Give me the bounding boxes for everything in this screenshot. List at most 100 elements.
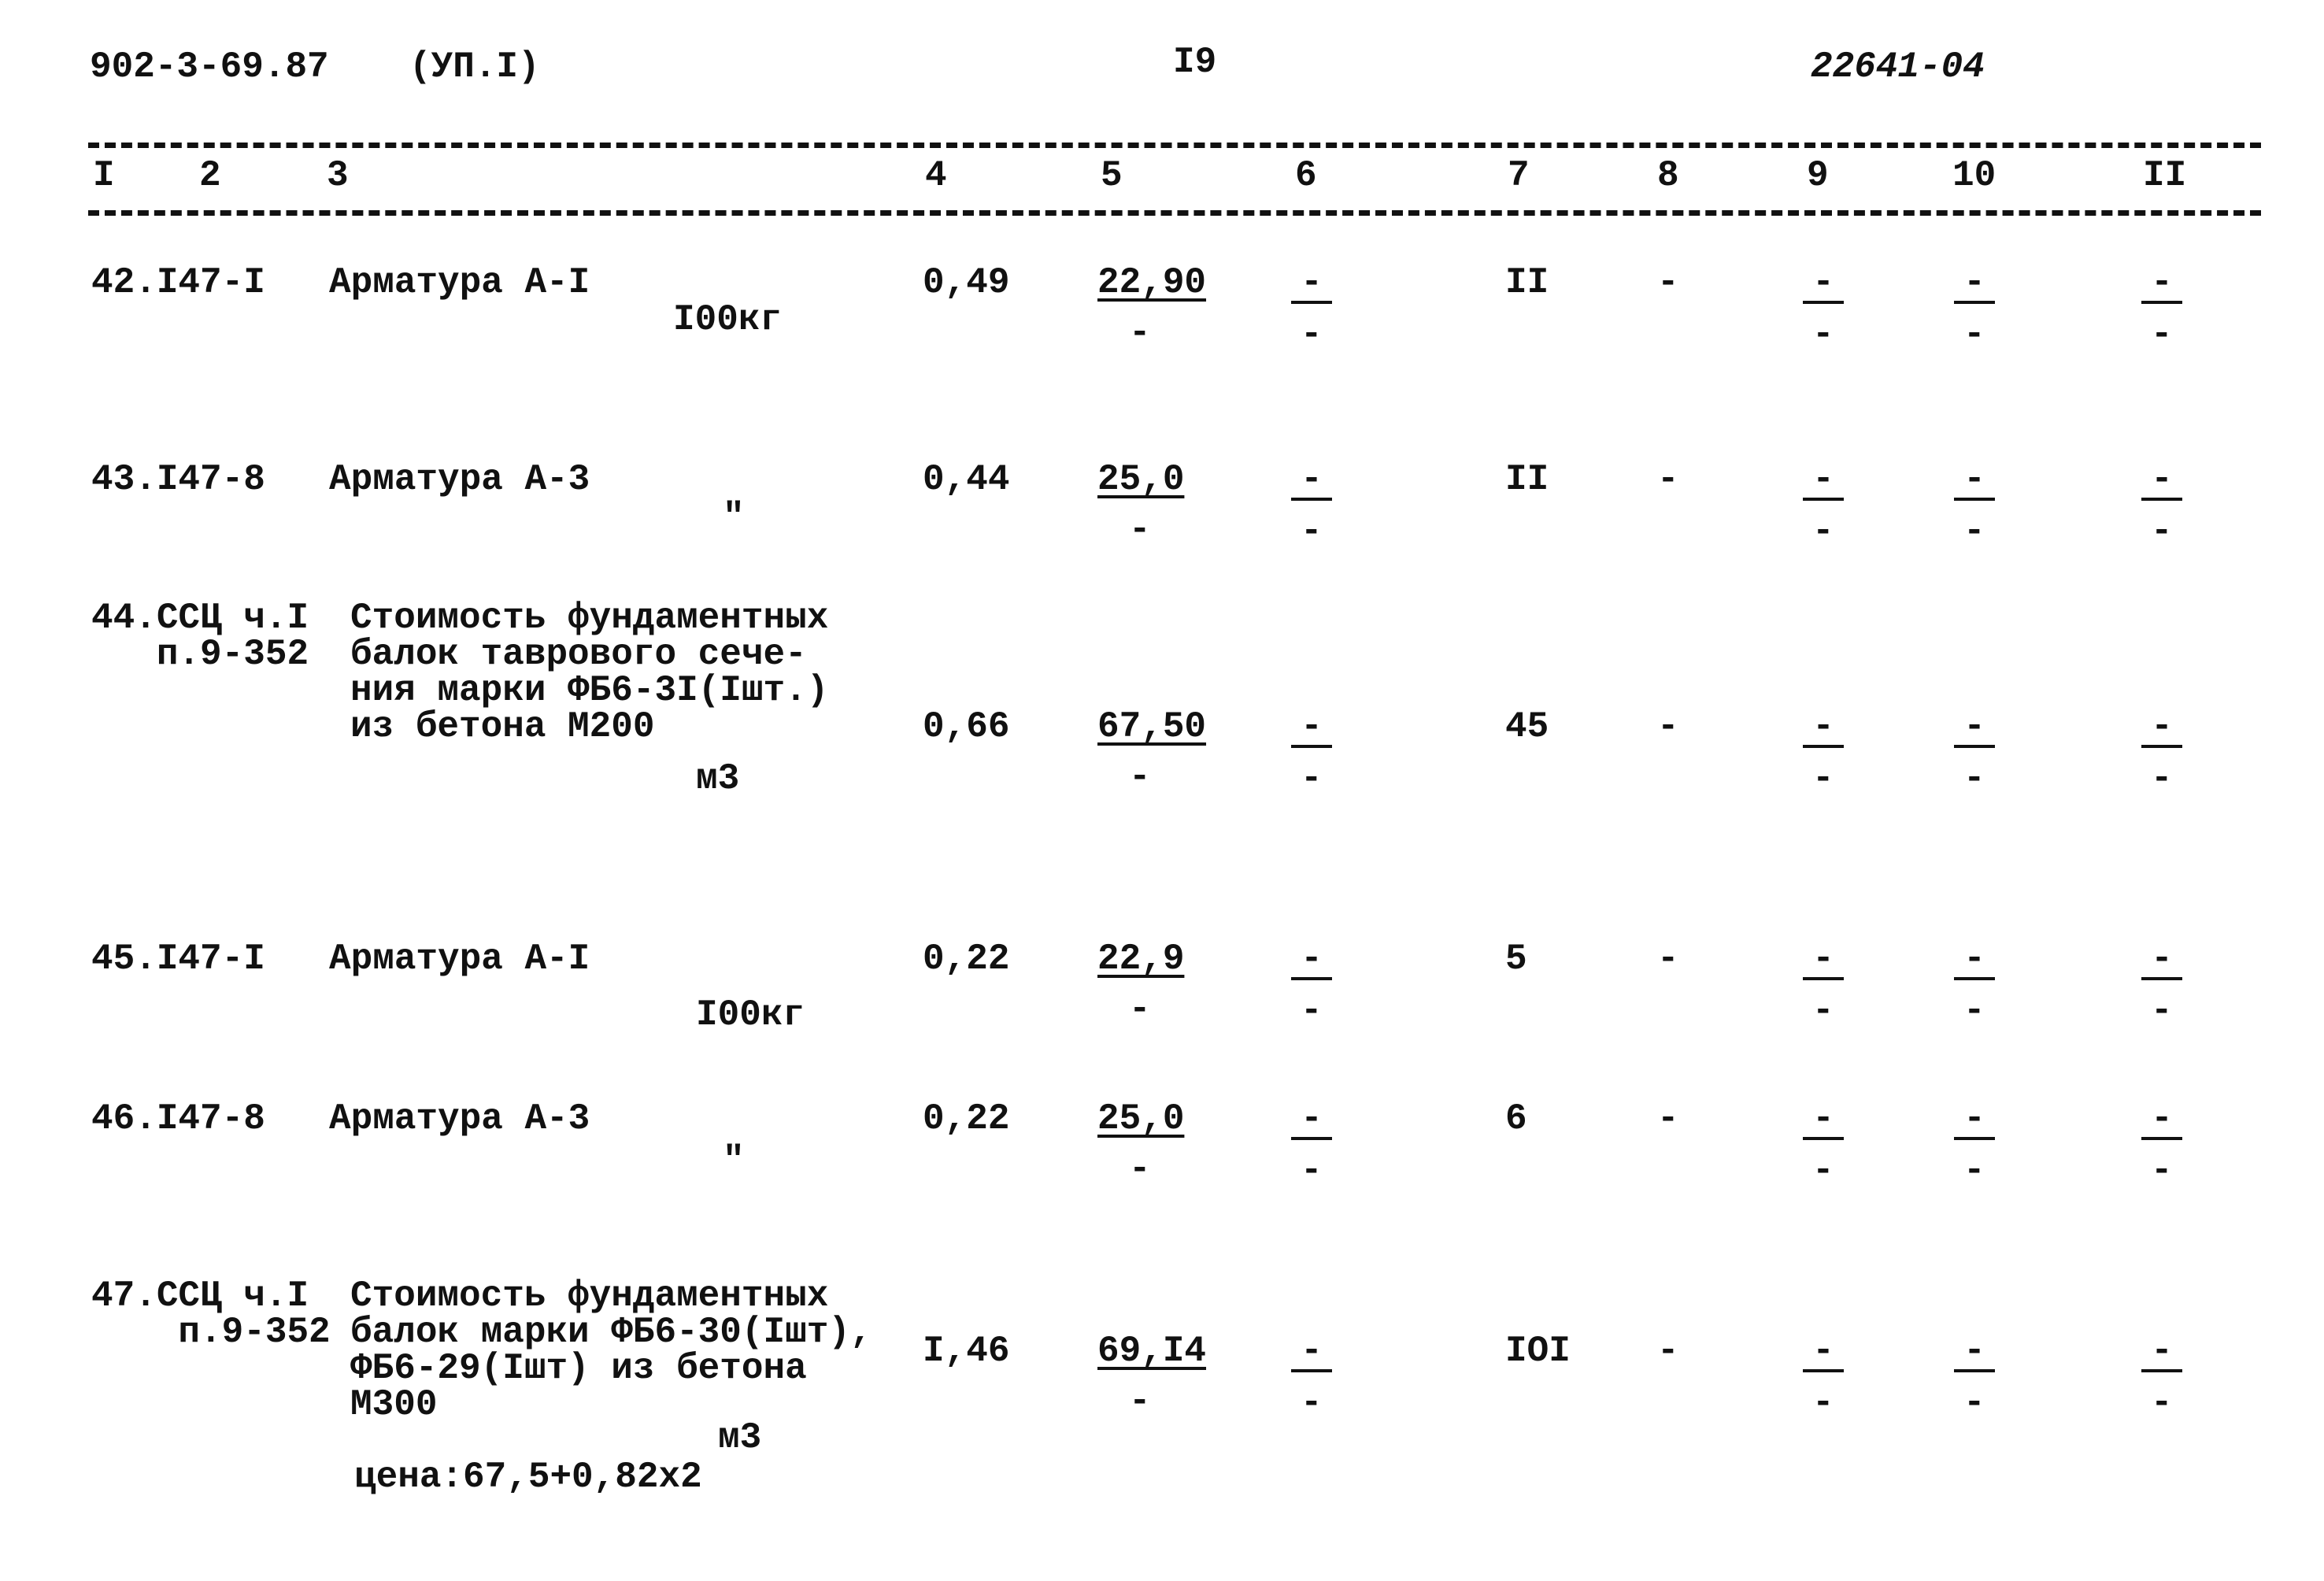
dash-mark: - <box>1803 265 1844 304</box>
empty-cell-c11: -- <box>2141 1101 2182 1189</box>
unit-cost-value: 22,9 <box>1097 939 1185 979</box>
column-header-10: 10 <box>1952 155 1996 196</box>
row-unit: " <box>723 1140 745 1181</box>
unit-cost-value: 25,0 <box>1097 1098 1185 1139</box>
unit-cost-value: 67,50 <box>1097 706 1207 747</box>
row-description: из бетона М200 <box>350 706 655 747</box>
empty-cell-c9: -- <box>1803 1333 1844 1421</box>
empty-cell-c6: -- <box>1291 1101 1332 1189</box>
dash-mark: - <box>2141 1333 2182 1372</box>
row-code: 44.ССЦ ч.I <box>91 598 309 639</box>
empty-cell-c6: -- <box>1291 1333 1332 1421</box>
empty-cell-c11: -- <box>2141 265 2182 353</box>
row-description: Арматура А-I <box>329 939 590 979</box>
row-description: Стоимость фундаментных <box>350 1276 829 1316</box>
unit-cost: 69,I4 - <box>1097 1333 1206 1420</box>
quantity: 0,22 <box>923 1098 1010 1139</box>
empty-cell-c9: -- <box>1803 1101 1844 1189</box>
empty-cell-c10: -- <box>1954 461 1995 550</box>
unit-cost: 22,90 - <box>1097 262 1207 351</box>
page-number: I9 <box>1173 42 1217 83</box>
dash-mark: - <box>1803 461 1844 501</box>
empty-cell-c11: -- <box>2141 941 2182 1029</box>
row-code: п.9-352 <box>91 1312 331 1353</box>
empty-cell-c6: -- <box>1291 709 1332 797</box>
total-cost: II <box>1505 262 1549 303</box>
quantity: 0,22 <box>923 939 1010 979</box>
unit-cost-value: 22,90 <box>1097 262 1207 303</box>
dash-mark: - <box>1803 1333 1844 1372</box>
unit-cost: 67,50 - <box>1097 706 1207 795</box>
row-unit: I00кг <box>673 299 783 340</box>
dash-mark-below: - <box>1812 990 1834 1031</box>
empty-cell-c9: -- <box>1803 709 1844 797</box>
dash-mark-below: - <box>1963 1150 1985 1191</box>
empty-cell-c6: -- <box>1291 941 1332 1029</box>
unit-cost-below: - <box>1129 313 1151 354</box>
dash-mark: - <box>1954 265 1995 304</box>
column-header-1: I <box>93 155 115 196</box>
dash-mark-below: - <box>1812 1150 1834 1191</box>
row-code: п.9-352 <box>91 634 309 675</box>
row-description: Арматура А-3 <box>329 1098 590 1139</box>
column-8-value: - <box>1657 1098 1679 1139</box>
dash-mark: - <box>1291 941 1332 980</box>
row-unit: I00кг <box>696 994 805 1035</box>
dash-mark: - <box>1803 709 1844 748</box>
dash-mark-below: - <box>1812 511 1834 552</box>
column-8-value: - <box>1657 262 1679 303</box>
dash-mark-below: - <box>1812 314 1834 355</box>
empty-cell-c10: -- <box>1954 1333 1995 1421</box>
price-note: цена:67,5+0,82x2 <box>354 1457 702 1498</box>
quantity: 0,49 <box>923 262 1010 303</box>
dash-mark: - <box>1291 265 1332 304</box>
empty-cell-c9: -- <box>1803 461 1844 550</box>
dash-mark-below: - <box>2151 990 2173 1031</box>
empty-cell-c6: -- <box>1291 461 1332 550</box>
row-unit: " <box>723 497 745 538</box>
row-description: Стоимость фундаментных <box>350 598 829 639</box>
table-row: 47.ССЦ ч.I п.9-352 Стоимость фундаментных… <box>0 1278 2324 1495</box>
dash-mark: - <box>1291 709 1332 748</box>
dash-mark-below: - <box>1301 1383 1323 1424</box>
dash-mark-below: - <box>1963 990 1985 1031</box>
column-header-5: 5 <box>1101 155 1123 196</box>
empty-cell-c11: -- <box>2141 709 2182 797</box>
empty-cell-c11: -- <box>2141 461 2182 550</box>
dash-mark: - <box>1291 461 1332 501</box>
column-header-4: 4 <box>925 155 947 196</box>
unit-cost-below: - <box>1129 989 1151 1030</box>
dash-mark: - <box>1954 941 1995 980</box>
dash-mark: - <box>1954 1333 1995 1372</box>
table-row: 46.I47-8 Арматура А-3 " 0,22 25,0-6- - - - - - - - - <box>0 1101 2324 1189</box>
dash-mark-below: - <box>1963 1383 1985 1424</box>
row-description: балок марки ФБ6-30(Iшт), <box>350 1312 872 1353</box>
empty-cell-c10: -- <box>1954 709 1995 797</box>
empty-cell-c9: -- <box>1803 941 1844 1029</box>
unit-cost: 25,0 - <box>1097 461 1184 548</box>
dash-mark-below: - <box>2151 314 2173 355</box>
row-code: 43.I47-8 <box>91 459 265 500</box>
empty-cell-c6: -- <box>1291 265 1332 353</box>
quantity: I,46 <box>923 1331 1010 1372</box>
dash-mark: - <box>1291 1101 1332 1140</box>
empty-cell-c10: -- <box>1954 941 1995 1029</box>
table-divider-top <box>88 143 2261 148</box>
table-divider-bottom <box>88 210 2261 216</box>
dash-mark: - <box>2141 461 2182 501</box>
column-header-3: 3 <box>327 155 349 196</box>
dash-mark-below: - <box>1963 511 1985 552</box>
dash-mark-below: - <box>1301 1150 1323 1191</box>
dash-mark: - <box>1954 1101 1995 1140</box>
total-cost: IOI <box>1505 1331 1571 1372</box>
unit-cost-below: - <box>1129 1381 1151 1422</box>
row-unit: м3 <box>696 758 740 799</box>
quantity: 0,44 <box>923 459 1010 500</box>
total-cost: 45 <box>1505 706 1549 747</box>
unit-cost: 25,0 - <box>1097 1098 1185 1187</box>
empty-cell-c11: -- <box>2141 1333 2182 1421</box>
column-8-value: - <box>1657 459 1679 500</box>
table-row: 43.I47-8 Арматура А-3 " 0,44 25,0- II - - - - - - - -… <box>0 461 2324 550</box>
total-cost: II <box>1505 459 1549 500</box>
dash-mark-below: - <box>2151 758 2173 799</box>
